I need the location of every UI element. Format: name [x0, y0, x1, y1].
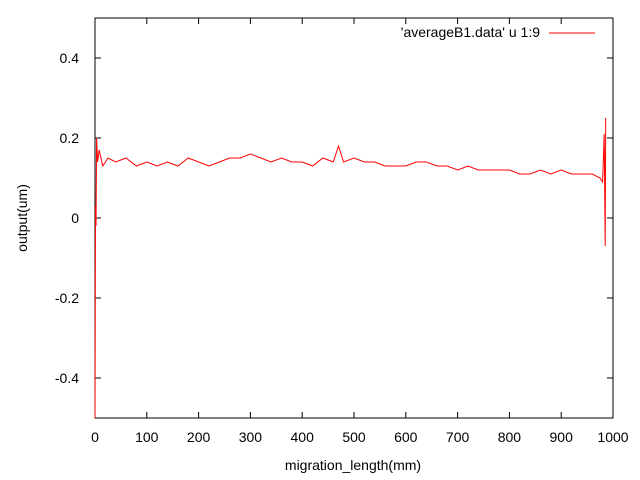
series-layer	[94, 117, 607, 419]
x-tick-label: 800	[498, 429, 522, 445]
y-tick-label: 0.2	[60, 130, 80, 146]
x-tick-label: 700	[446, 429, 470, 445]
x-tick-label: 0	[91, 429, 99, 445]
y-tick-label: -0.4	[55, 370, 79, 386]
x-axis-label: migration_length(mm)	[285, 457, 421, 473]
y-tick-label: -0.2	[55, 290, 79, 306]
legend-entry-label: 'averageB1.data' u 1:9	[401, 24, 540, 40]
x-tick-label: 900	[550, 429, 574, 445]
y-tick-label: 0.4	[60, 50, 80, 66]
x-tick-label: 1000	[597, 429, 628, 445]
x-tick-label: 300	[239, 429, 263, 445]
legend: 'averageB1.data' u 1:9	[401, 24, 595, 40]
y-axis-label: output(um)	[14, 184, 30, 252]
x-tick-label: 500	[342, 429, 366, 445]
series-line-0	[94, 117, 607, 419]
x-tick-label: 100	[135, 429, 159, 445]
axis-ticks: 0 100 200 300 400 500 600 700 800 900 1000 -0.4 -0.2…	[55, 18, 629, 445]
x-tick-label: 200	[187, 429, 211, 445]
x-tick-label: 400	[291, 429, 315, 445]
x-tick-label: 600	[394, 429, 418, 445]
y-tick-label: 0	[71, 210, 79, 226]
